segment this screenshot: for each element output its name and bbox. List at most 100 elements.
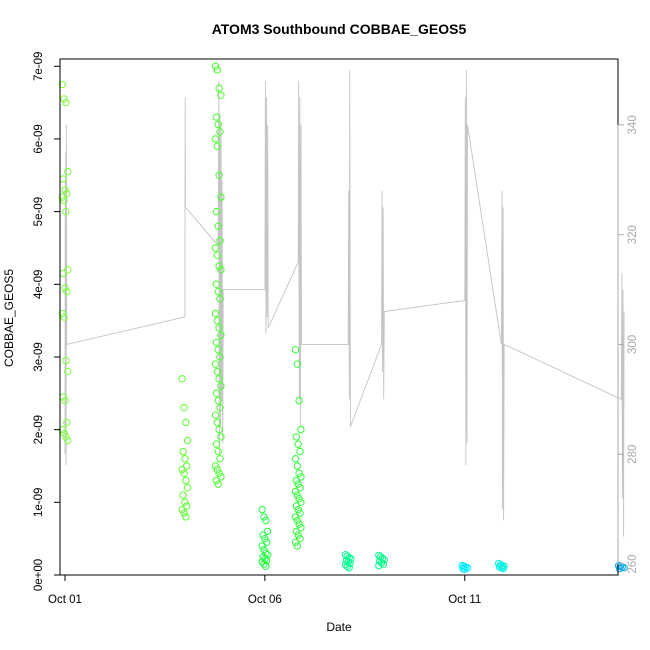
- data-point: [214, 287, 222, 296]
- data-point: [64, 436, 72, 445]
- data-point: [297, 473, 305, 481]
- data-point: [211, 309, 220, 318]
- data-point: [180, 469, 188, 477]
- data-point: [211, 135, 220, 143]
- x-tick-label: Oct 06: [248, 594, 282, 606]
- y2-tick-label: 260: [627, 554, 639, 573]
- data-point: [294, 480, 302, 488]
- data-point: [212, 207, 221, 216]
- data-point: [214, 447, 222, 456]
- data-point: [292, 527, 301, 536]
- data-point: [62, 433, 70, 441]
- data-point: [345, 564, 353, 572]
- data-point: [58, 193, 66, 201]
- data-point: [291, 455, 300, 463]
- data-point: [217, 91, 225, 100]
- data-point: [182, 513, 190, 521]
- data-point: [63, 287, 71, 296]
- y-tick-label: 0e+00: [33, 559, 45, 591]
- data-point: [183, 462, 191, 470]
- y-tick-label: 4e-09: [33, 270, 45, 299]
- data-point: [181, 455, 189, 463]
- data-point: [293, 491, 301, 499]
- altitude-line: [64, 69, 625, 537]
- data-point: [213, 465, 222, 474]
- data-point: [294, 440, 302, 448]
- data-point: [178, 375, 186, 383]
- data-point: [213, 418, 222, 427]
- chart-title: ATOM3 Southbound COBBAE_GEOS5: [212, 21, 467, 37]
- plot-frame: [59, 58, 619, 576]
- data-point: [293, 462, 301, 470]
- data-point: [213, 251, 222, 259]
- y2-tick-label: 280: [627, 445, 639, 464]
- data-point: [292, 502, 301, 510]
- data-point: [295, 520, 303, 528]
- data-point: [61, 284, 69, 292]
- data-point: [296, 535, 304, 543]
- data-point: [262, 516, 270, 525]
- data-point: [62, 207, 70, 216]
- data-point: [296, 509, 304, 517]
- data-point: [179, 447, 187, 456]
- data-point: [258, 505, 266, 514]
- data-point: [64, 367, 72, 376]
- axes-layer: Oct 01 Oct 06 Oct 11 0e+00 1e-09 2e-09 3e-09 4e…: [33, 52, 639, 606]
- data-point: [217, 473, 225, 481]
- data-point: [212, 338, 221, 347]
- data-point: [58, 80, 66, 89]
- data-point: [293, 360, 301, 368]
- data-point: [179, 491, 187, 499]
- data-point: [291, 346, 300, 354]
- data-point: [291, 487, 300, 496]
- data-point: [60, 95, 68, 103]
- data-point: [292, 476, 301, 485]
- y-tick-label: 2e-09: [33, 415, 45, 444]
- data-point: [292, 433, 301, 441]
- data-point: [212, 389, 221, 397]
- y-tick-label: 7e-09: [33, 52, 45, 81]
- data-point: [217, 331, 225, 339]
- data-point: [295, 469, 303, 477]
- data-point: [291, 513, 300, 521]
- data-point: [259, 531, 267, 539]
- data-point: [213, 66, 222, 74]
- data-point: [180, 509, 188, 517]
- data-point: [216, 353, 224, 361]
- y2-tick-label: 320: [627, 225, 639, 244]
- data-point: [178, 465, 186, 474]
- data-point: [58, 309, 66, 318]
- data-point: [180, 404, 188, 412]
- data-point: [215, 375, 223, 383]
- data-point: [183, 502, 191, 510]
- data-point: [215, 425, 223, 434]
- data-point: [216, 295, 224, 303]
- data-point: [183, 484, 192, 492]
- data-point: [297, 498, 305, 506]
- data-point: [61, 396, 69, 405]
- data-point: [211, 360, 220, 368]
- data-point: [63, 418, 71, 427]
- data-points-layer: [58, 62, 628, 573]
- data-point: [213, 367, 222, 376]
- data-point: [178, 505, 186, 514]
- data-point: [295, 495, 303, 503]
- data-point: [213, 316, 222, 325]
- data-point: [64, 167, 72, 176]
- data-point: [296, 484, 304, 492]
- data-point: [60, 313, 68, 321]
- data-point: [212, 476, 221, 485]
- data-point: [212, 280, 221, 288]
- data-point: [217, 266, 225, 274]
- data-point: [263, 527, 272, 536]
- data-point: [297, 425, 305, 434]
- data-point: [217, 382, 225, 390]
- data-point: [258, 558, 266, 566]
- data-point: [216, 128, 224, 136]
- data-point: [216, 455, 224, 463]
- data-point: [375, 561, 383, 570]
- y-tick-label: 1e-09: [33, 488, 45, 517]
- data-point: [615, 564, 624, 573]
